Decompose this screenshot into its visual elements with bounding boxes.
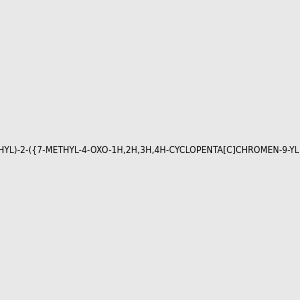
Text: N-(DIPHENYLMETHYL)-2-({7-METHYL-4-OXO-1H,2H,3H,4H-CYCLOPENTA[C]CHROMEN-9-YL}OXY): N-(DIPHENYLMETHYL)-2-({7-METHYL-4-OXO-1H… xyxy=(0,146,300,154)
